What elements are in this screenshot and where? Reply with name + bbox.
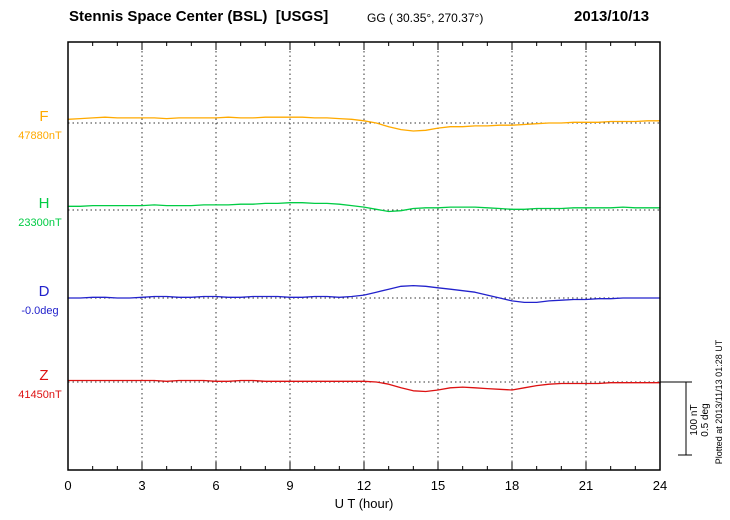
x-tick-label: 9 [286, 478, 293, 493]
series-baseline-label-D: -0.0deg [21, 305, 58, 317]
trace-H [67, 202, 661, 213]
x-tick-label: 18 [505, 478, 519, 493]
gridlines-layer [141, 42, 587, 470]
series-letter-D: D [39, 283, 50, 300]
series-letter-F: F [39, 108, 48, 125]
scale-bar-nt-label: 100 nT [689, 404, 700, 435]
page-title: Stennis Space Center (BSL) [USGS] [69, 8, 329, 25]
geo-coordinates-label: GG ( 30.35°, 270.37°) [367, 11, 484, 25]
x-tick-label: 3 [138, 478, 145, 493]
x-tick-label: 15 [431, 478, 445, 493]
x-tick-label: 24 [653, 478, 667, 493]
series-baseline-label-Z: 41450nT [18, 389, 62, 401]
x-tick-label: 21 [579, 478, 593, 493]
x-axis-label: U T (hour) [335, 496, 394, 511]
trace-D [67, 284, 661, 304]
plot-frame [67, 41, 661, 471]
x-tick-label: 0 [64, 478, 71, 493]
date-label: 2013/10/13 [574, 8, 650, 25]
trace-Z [67, 379, 661, 393]
series-labels-layer: F 47880nT H 23300nT D -0.0deg Z 41450nT [18, 108, 62, 401]
series-layer [67, 116, 661, 393]
series-letter-H: H [39, 195, 50, 212]
plotted-at-note: Plotted at 2013/11/13 01:28 UT [714, 339, 724, 464]
series-baseline-label-F: 47880nT [18, 130, 62, 142]
scale-bar: 100 nT 0.5 deg [660, 381, 711, 456]
baselines-layer [68, 122, 660, 383]
trace-F [67, 116, 661, 132]
axis-tick-labels-layer: 0 3 6 9 12 15 18 21 24 [64, 478, 667, 493]
scale-bar-deg-label: 0.5 deg [700, 403, 711, 436]
x-tick-label: 12 [357, 478, 371, 493]
series-letter-Z: Z [39, 367, 48, 384]
x-tick-label: 6 [212, 478, 219, 493]
series-baseline-label-H: 23300nT [18, 217, 62, 229]
